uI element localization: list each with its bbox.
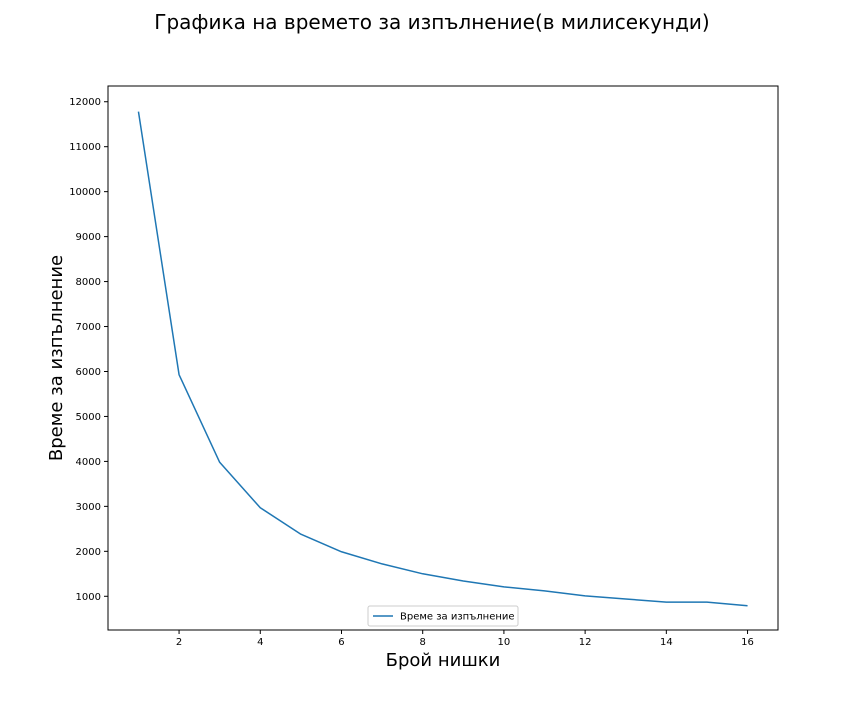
data-point <box>544 590 546 592</box>
data-point <box>463 580 465 582</box>
y-tick-label: 10000 <box>69 187 101 198</box>
data-point <box>219 462 221 464</box>
x-tick-label: 8 <box>420 637 426 648</box>
legend-box <box>367 605 519 627</box>
y-tick-label: 1000 <box>76 592 101 603</box>
data-point <box>584 595 586 597</box>
x-tick-label: 14 <box>660 637 673 648</box>
y-tick-label: 11000 <box>69 142 101 153</box>
y-tick-label: 7000 <box>76 322 101 333</box>
data-point <box>422 573 424 575</box>
data-point <box>300 533 302 535</box>
data-point <box>747 605 749 607</box>
y-axis-label: Време за изпълнение <box>46 255 67 461</box>
y-tick-label: 6000 <box>76 367 101 378</box>
legend: Време за изпълнение <box>367 605 519 627</box>
y-tick-label: 9000 <box>76 232 101 243</box>
legend-label: Време за изпълнение <box>400 612 515 623</box>
series-layer <box>137 111 749 607</box>
x-axis: 2 4 6 8 10 12 14 16 <box>176 630 754 648</box>
x-tick-label: 12 <box>579 637 592 648</box>
y-tick-label: 12000 <box>69 97 101 108</box>
plot-area <box>107 85 779 631</box>
data-point <box>381 563 383 565</box>
data-point <box>706 601 708 603</box>
data-point <box>503 586 505 588</box>
series-line <box>137 111 748 607</box>
chart-title: Графика на времето за изпълнение(в милис… <box>154 10 709 34</box>
y-tick-label: 2000 <box>76 547 101 558</box>
data-point <box>259 507 261 509</box>
x-tick-label: 6 <box>338 637 344 648</box>
data-point <box>625 598 627 600</box>
x-axis-label: Брой нишки <box>386 650 501 671</box>
x-tick-label: 4 <box>257 637 263 648</box>
y-tick-label: 4000 <box>76 457 101 468</box>
y-tick-label: 3000 <box>76 502 101 513</box>
x-tick-label: 16 <box>741 637 754 648</box>
y-tick-label: 5000 <box>76 412 101 423</box>
y-axis: 1000 2000 3000 4000 5000 6000 7000 8000 9000 1000… <box>69 97 108 603</box>
data-point <box>178 374 180 376</box>
data-point <box>666 601 668 603</box>
data-point <box>138 111 140 113</box>
x-tick-label: 2 <box>176 637 182 648</box>
x-tick-label: 10 <box>498 637 511 648</box>
y-tick-label: 8000 <box>76 277 101 288</box>
data-point <box>341 551 343 553</box>
